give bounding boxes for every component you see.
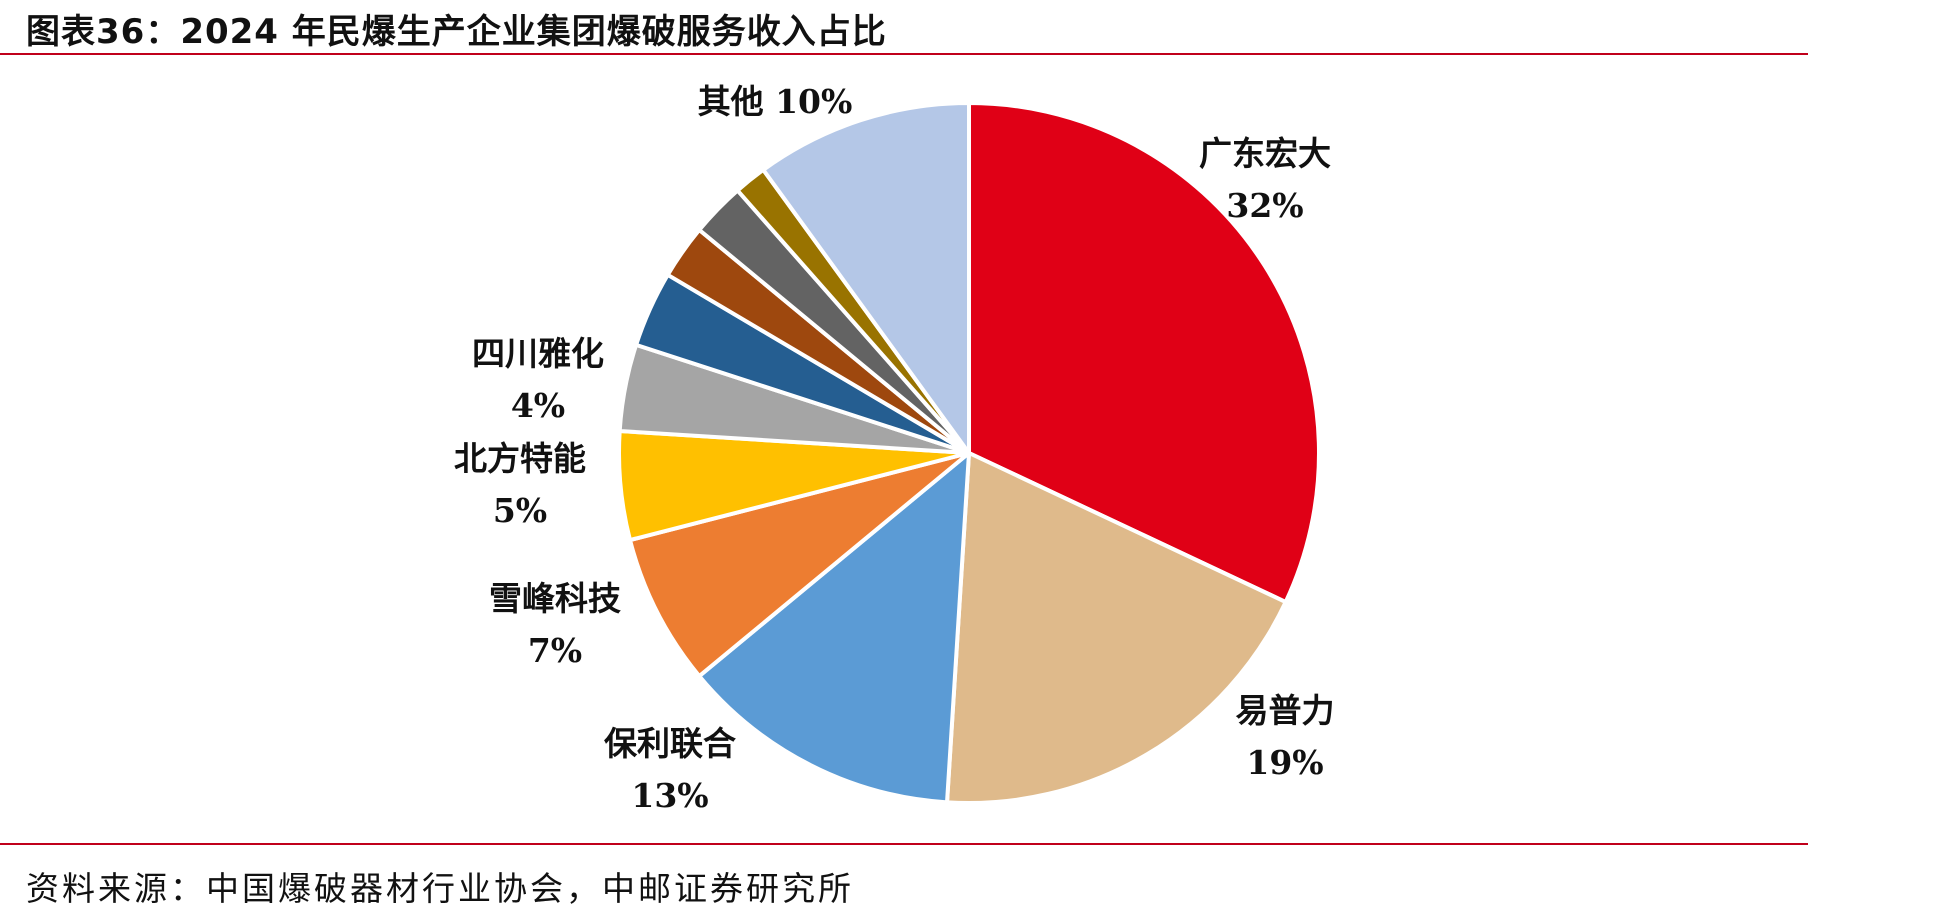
pie-slice-广东宏大 [967, 101, 1321, 605]
source-note: 资料来源：中国爆破器材行业协会，中邮证券研究所 [26, 869, 854, 908]
pie-label-value-四川雅化: 4% [511, 386, 565, 425]
pie-label-value-广东宏大: 32% [1226, 186, 1303, 225]
pie-slice-雪峰科技 [628, 451, 971, 679]
pie-label-name-广东宏大: 广东宏大 [1199, 134, 1331, 173]
pie-slices [617, 101, 1321, 805]
chart-title: 图表36：2024 年民爆生产企业集团爆破服务收入占比 [26, 12, 887, 52]
pie-label-value-保利联合: 13% [631, 776, 708, 815]
source-divider [0, 843, 1808, 845]
pie-labels: 广东宏大 32% 易普力 19% 保利联合 13% 雪峰科技 7% 北方特能 5% 四川雅化 4% 其他… [454, 82, 1335, 815]
pie-label-value-易普力: 19% [1246, 743, 1323, 782]
pie-slice-其他 [761, 101, 971, 455]
pie-label-name-易普力: 易普力 [1236, 691, 1335, 730]
pie-slice-保利联合 [697, 451, 971, 805]
pie-slice-易普力 [945, 451, 1288, 805]
pie-label-name-雪峰科技: 雪峰科技 [489, 579, 621, 618]
title-divider [0, 53, 1808, 55]
pie-label-name-保利联合: 保利联合 [604, 724, 736, 763]
pie-label-name-四川雅化: 四川雅化 [472, 334, 604, 373]
pie-label-name-北方特能: 北方特能 [454, 439, 586, 478]
pie-label-其他: 其他 10% [698, 82, 853, 121]
pie-label-value-雪峰科技: 7% [528, 631, 582, 670]
pie-label-value-北方特能: 5% [493, 491, 547, 530]
